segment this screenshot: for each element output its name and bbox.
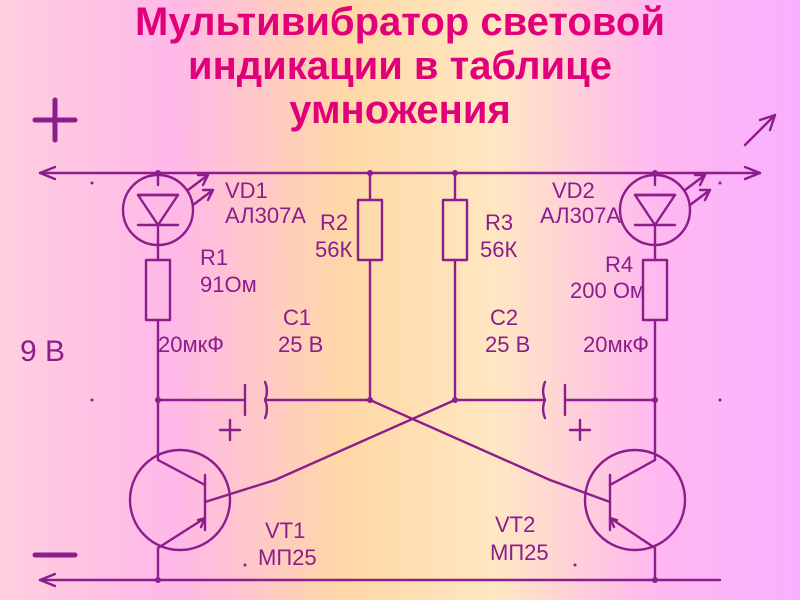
vt2-type: МП25 — [490, 540, 549, 566]
c1-ref: C1 — [283, 305, 311, 331]
page-title: Мультивибратор световой индикации в табл… — [0, 0, 800, 132]
r2-val: 56К — [315, 237, 352, 263]
r2-ref: R2 — [320, 210, 348, 236]
r3-ref: R3 — [485, 210, 513, 236]
vd2-type: АЛ307А — [540, 203, 621, 229]
vt1-ref: VT1 — [265, 518, 305, 544]
r3-val: 56К — [480, 237, 517, 263]
diagram-canvas: Мультивибратор световой индикации в табл… — [0, 0, 800, 600]
c1-cap: 20мкФ — [158, 332, 224, 358]
vd1-type: АЛ307А — [225, 203, 306, 229]
c2-cap: 20мкФ — [583, 332, 649, 358]
c1-volt: 25 В — [278, 332, 323, 358]
title-line-1: Мультивибратор световой — [135, 0, 665, 44]
title-line-3: умножения — [289, 88, 511, 132]
c2-volt: 25 В — [485, 332, 530, 358]
r4-ref: R4 — [605, 252, 633, 278]
supply-label: 9 В — [20, 335, 65, 369]
c2-ref: C2 — [490, 305, 518, 331]
r1-val: 91Ом — [200, 272, 257, 298]
title-line-2: индикации в таблице — [188, 44, 612, 88]
vd1-ref: VD1 — [225, 178, 268, 204]
r1-ref: R1 — [200, 245, 228, 271]
vd2-ref: VD2 — [552, 178, 595, 204]
r4-val: 200 Ом — [570, 278, 645, 304]
vt1-type: МП25 — [258, 545, 317, 571]
vt2-ref: VT2 — [495, 512, 535, 538]
